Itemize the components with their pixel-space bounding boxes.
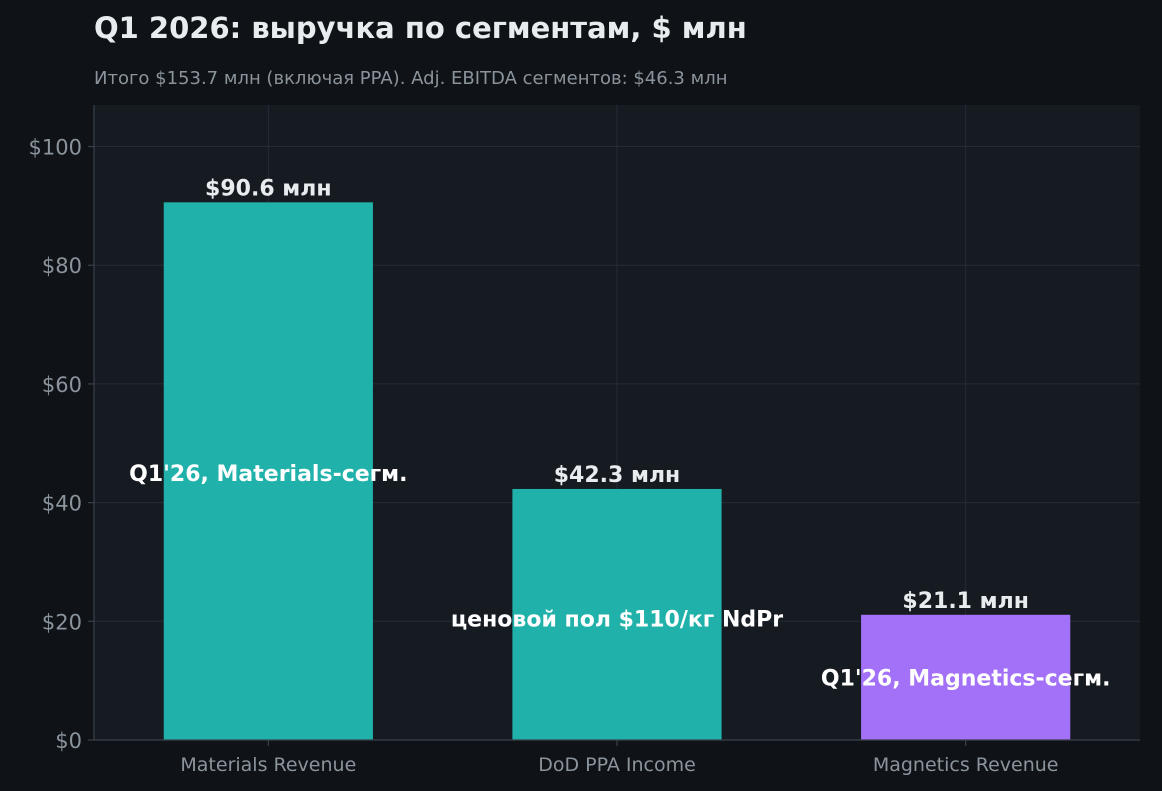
chart-title: Q1 2026: выручка по сегментам, $ млн (94, 11, 747, 45)
bar-annotation: ценовой пол $110/кг NdPr (451, 607, 783, 632)
bars (163, 202, 1071, 741)
y-tick-label: $20 (42, 610, 82, 634)
x-tick-label: DoD PPA Income (538, 754, 696, 776)
bar (163, 202, 373, 741)
labels: $90.6 млн Q1'26, Materials-сегм. $42.3 млн… (129, 176, 1110, 691)
y-tick-label: $40 (42, 492, 82, 516)
x-tick-label: Magnetics Revenue (873, 754, 1059, 776)
chart-subtitle: Итого $153.7 млн (включая PPA). Adj. EBI… (94, 68, 727, 89)
bar-value-label: $42.3 млн (554, 463, 681, 488)
bar-value-label: $21.1 млн (902, 589, 1029, 614)
y-tick-label: $0 (55, 729, 82, 753)
axes: $0 $20 $40 $60 $80 $100 Materials Revenue DoD P… (29, 105, 1140, 776)
bar (512, 488, 722, 740)
bar (861, 614, 1071, 740)
bar-annotation: Q1'26, Magnetics-сегм. (821, 667, 1111, 692)
x-tick-label: Materials Revenue (180, 754, 356, 776)
bar-annotation: Q1'26, Materials-сегм. (129, 462, 407, 487)
y-tick-label: $80 (42, 254, 82, 278)
bar-value-label: $90.6 млн (205, 176, 332, 201)
y-tick-label: $100 (29, 136, 82, 160)
y-tick-label: $60 (42, 373, 82, 397)
